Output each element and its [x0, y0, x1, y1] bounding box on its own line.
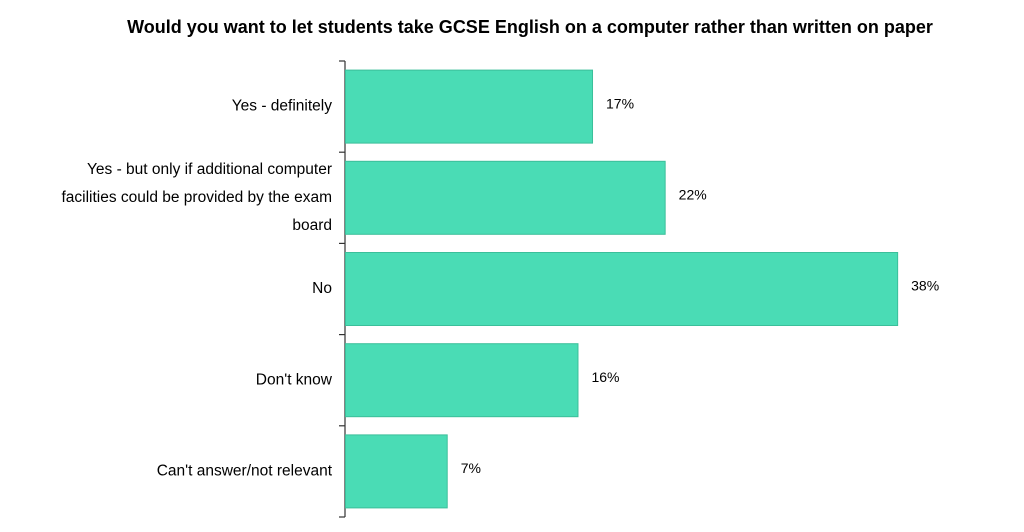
category-label-line: facilities could be provided by the exam: [61, 189, 332, 206]
bar-4: [345, 343, 579, 418]
data-label-4: 16%: [591, 369, 619, 385]
data-label-5: 7%: [461, 460, 481, 476]
data-label-2: 22%: [679, 187, 707, 203]
category-label-line: No: [312, 280, 332, 297]
chart-title: Would you want to let students take GCSE…: [127, 17, 933, 37]
category-label-4: Don't know: [256, 371, 333, 388]
category-label-5: Can't answer/not relevant: [157, 462, 333, 479]
data-label-1: 17%: [606, 95, 634, 111]
category-label-line: Don't know: [256, 371, 333, 388]
category-label-line: Yes - definitely: [232, 98, 332, 115]
category-label-line: Can't answer/not relevant: [157, 462, 333, 479]
bar-2: [345, 160, 666, 235]
category-label-1: Yes - definitely: [232, 98, 332, 115]
bar-5: [345, 434, 448, 509]
bar-1: [345, 69, 594, 144]
category-label-line: Yes - but only if additional computer: [87, 161, 332, 178]
category-label-3: No: [312, 280, 332, 297]
bar-3: [345, 252, 899, 326]
data-label-3: 38%: [911, 278, 939, 294]
category-label-2: Yes - but only if additional computer fac…: [61, 161, 332, 234]
category-label-line: board: [292, 217, 332, 234]
